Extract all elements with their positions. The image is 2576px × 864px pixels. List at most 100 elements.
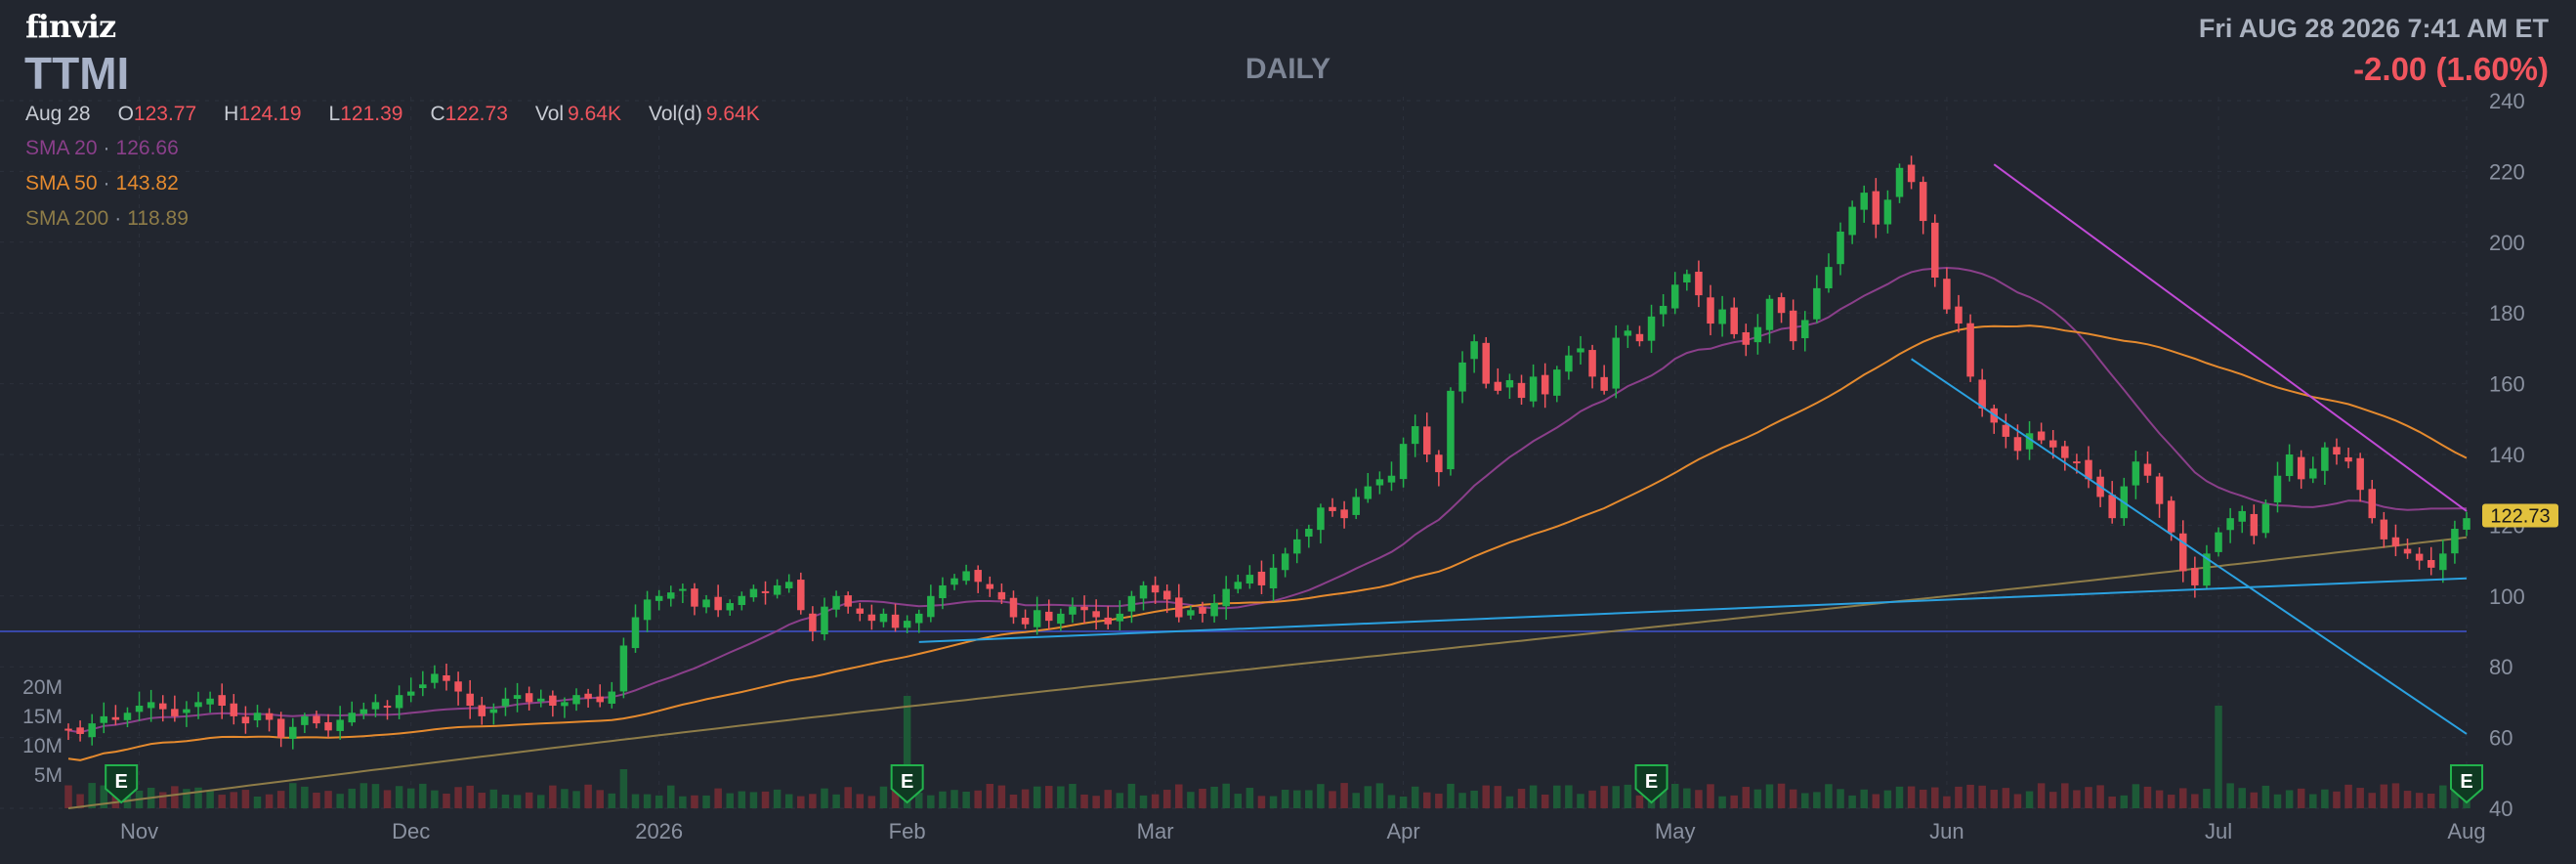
candle-body — [1955, 306, 1963, 324]
candle-body — [2108, 495, 2116, 519]
candle-body — [832, 595, 840, 610]
volume-bar — [797, 796, 805, 808]
candle-body — [1494, 381, 1502, 391]
candle-body — [726, 603, 734, 611]
candle-body — [253, 713, 262, 721]
candle-body — [2368, 489, 2377, 519]
candle-body — [147, 702, 155, 709]
candle-body — [1966, 323, 1974, 377]
open-value: 123.77 — [133, 103, 197, 125]
volume-bar — [867, 796, 876, 808]
candle-body — [2451, 529, 2459, 554]
volume-bar — [1907, 786, 1916, 808]
candle-body — [443, 674, 450, 681]
candle-body — [702, 599, 710, 608]
volume-bar — [1517, 789, 1526, 808]
volume-bar — [1269, 796, 1278, 808]
volume-bar — [2297, 788, 2305, 808]
volume-bar — [561, 789, 569, 808]
candle-body — [1978, 379, 1986, 409]
candle-body — [1292, 539, 1301, 554]
y-tick-label: 80 — [2489, 655, 2513, 679]
candle-body — [1175, 597, 1183, 618]
volume-bar — [2203, 789, 2211, 808]
volume-bar — [431, 790, 439, 808]
ticker-symbol[interactable]: TTMI — [24, 48, 130, 99]
volume-bar — [1375, 783, 1384, 808]
volume-bar — [784, 794, 793, 808]
candle-body — [643, 599, 652, 621]
volume-bar — [2451, 785, 2459, 808]
volume-bar — [1919, 789, 1927, 808]
candle-body — [2250, 513, 2259, 537]
volume-bar — [1777, 783, 1786, 808]
volume-bar — [761, 791, 770, 808]
earnings-marker — [105, 764, 139, 804]
candle-body — [1199, 607, 1206, 614]
sma-lines — [67, 266, 2468, 809]
candle-body — [867, 614, 876, 622]
volume-bar — [643, 794, 652, 808]
volume-bar — [2073, 790, 2081, 808]
volume-bar — [1895, 786, 1904, 808]
candle-body — [809, 613, 817, 631]
volume-bar — [324, 791, 332, 808]
candle-body — [1777, 297, 1786, 314]
candle-body — [2344, 456, 2352, 462]
volume-bar — [1317, 784, 1325, 808]
candle-body — [879, 613, 888, 623]
candle-body — [1659, 305, 1668, 315]
candle-body — [1860, 193, 1868, 210]
volume-bar — [1624, 784, 1632, 808]
candle-body — [1234, 582, 1243, 589]
volume-value: 9.64K — [568, 103, 621, 125]
candle-body — [1837, 231, 1844, 265]
volume-bar — [856, 794, 865, 808]
volume-bar — [2002, 788, 2010, 808]
candle-body — [276, 718, 285, 738]
volume-bar — [478, 793, 486, 808]
volume-bar — [1707, 784, 1714, 808]
candle-body — [2048, 440, 2057, 448]
volume-bar — [1872, 794, 1880, 808]
candle-body — [2215, 532, 2222, 552]
candle-body — [1683, 274, 1691, 283]
candle-body — [2061, 446, 2069, 458]
sma20-value: 126.66 — [115, 137, 179, 159]
candle-body — [1399, 444, 1408, 480]
timeframe-label: DAILY — [1245, 53, 1331, 85]
candle-body — [2073, 461, 2081, 464]
volume-bar — [1092, 796, 1100, 808]
candle-body — [313, 715, 320, 724]
volume-bar — [2179, 788, 2187, 808]
x-tick-label: May — [1655, 819, 1696, 843]
volume-bar — [1635, 795, 1644, 808]
candle-body — [501, 698, 510, 707]
y-tick-label: 160 — [2489, 372, 2525, 397]
candle-body — [1364, 486, 1372, 499]
volume-bar — [276, 791, 285, 808]
volume-bar — [76, 794, 84, 808]
finviz-logo[interactable]: finviz — [25, 8, 116, 45]
price-tag: 122.73 — [2482, 503, 2558, 528]
volume-bar — [183, 789, 190, 808]
volume-bar — [1292, 790, 1301, 808]
daily-volume-value: 9.64K — [705, 103, 760, 125]
candle-body — [371, 702, 380, 710]
volume-bar — [2309, 794, 2317, 808]
volume-bar — [2096, 785, 2104, 808]
volume-tick-label: 15M — [22, 706, 63, 728]
volume-bar — [1364, 786, 1372, 808]
volume-bar — [2155, 790, 2164, 808]
volume-bar — [2037, 783, 2046, 808]
candle-body — [489, 709, 498, 713]
candle-body — [1541, 374, 1549, 395]
daily-volume-label: Vol(d) — [648, 103, 702, 125]
candle-body — [230, 703, 238, 716]
y-tick-label: 100 — [2489, 584, 2525, 609]
volume-bar — [619, 769, 628, 808]
candle-body — [1577, 348, 1584, 353]
trendline — [1993, 163, 2468, 512]
candle-body — [2261, 503, 2270, 534]
earnings-label: E — [2460, 771, 2472, 793]
